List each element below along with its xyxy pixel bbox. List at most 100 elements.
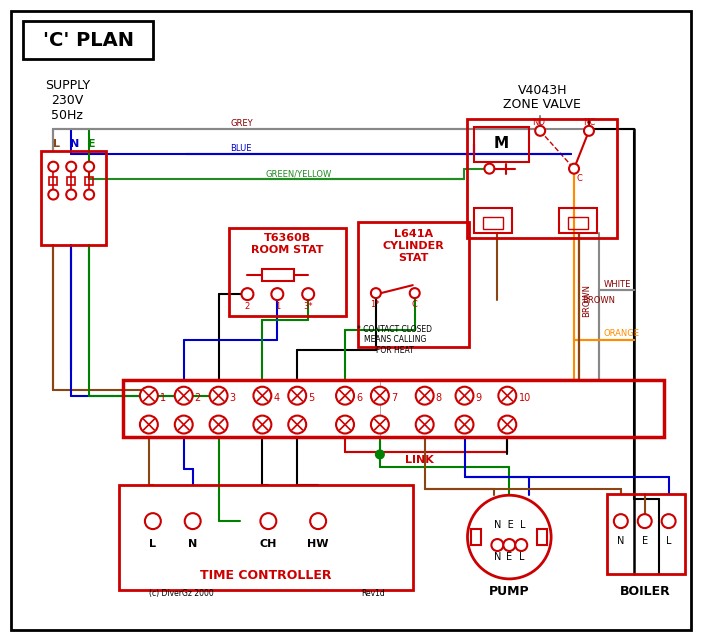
- Bar: [119, 485, 413, 590]
- Bar: [468, 119, 617, 238]
- Bar: [263, 269, 294, 281]
- Bar: [229, 228, 346, 316]
- Text: 8: 8: [436, 393, 442, 403]
- Circle shape: [662, 514, 675, 528]
- Circle shape: [498, 415, 516, 433]
- Text: 5: 5: [308, 393, 314, 403]
- Text: 4: 4: [273, 393, 279, 403]
- Circle shape: [456, 415, 473, 433]
- Circle shape: [48, 162, 58, 172]
- Bar: [559, 208, 597, 233]
- Text: PUMP: PUMP: [489, 585, 529, 598]
- Circle shape: [210, 387, 227, 404]
- Circle shape: [484, 163, 494, 174]
- Circle shape: [241, 288, 253, 300]
- Text: 10: 10: [519, 393, 531, 403]
- Text: V4043H: V4043H: [517, 85, 567, 97]
- Text: BROWN: BROWN: [582, 283, 591, 317]
- Text: E: E: [642, 536, 648, 546]
- Text: 6: 6: [356, 393, 362, 403]
- Text: M: M: [494, 137, 509, 151]
- Text: E: E: [88, 138, 96, 149]
- Circle shape: [260, 513, 277, 529]
- Text: N: N: [69, 138, 79, 149]
- Text: 3*: 3*: [303, 301, 313, 310]
- Text: C: C: [576, 174, 582, 183]
- Text: ORANGE: ORANGE: [604, 329, 640, 338]
- Text: L: L: [666, 536, 671, 546]
- Bar: [123, 379, 663, 438]
- Bar: [607, 494, 684, 574]
- Text: 9: 9: [475, 393, 482, 403]
- Circle shape: [416, 387, 434, 404]
- Circle shape: [272, 288, 284, 300]
- Circle shape: [535, 126, 545, 136]
- Bar: [568, 217, 588, 229]
- Text: N: N: [494, 552, 501, 562]
- Text: STAT: STAT: [399, 253, 429, 263]
- Circle shape: [336, 387, 354, 404]
- Circle shape: [614, 514, 628, 528]
- Circle shape: [253, 415, 272, 433]
- Circle shape: [371, 415, 389, 433]
- Bar: [49, 177, 58, 185]
- Circle shape: [503, 539, 515, 551]
- Circle shape: [371, 288, 381, 298]
- Text: GREY: GREY: [230, 119, 253, 128]
- Text: Rev1d: Rev1d: [361, 589, 385, 598]
- Text: (c) DiverGz 2000: (c) DiverGz 2000: [149, 589, 213, 598]
- Text: L: L: [150, 539, 157, 549]
- Circle shape: [66, 190, 77, 199]
- Circle shape: [185, 513, 201, 529]
- Text: E: E: [506, 552, 512, 562]
- Text: N: N: [617, 536, 625, 546]
- Bar: [67, 177, 75, 185]
- Text: T6360B: T6360B: [264, 233, 311, 244]
- Bar: [475, 127, 529, 162]
- Circle shape: [140, 415, 158, 433]
- Text: * CONTACT CLOSED
MEANS CALLING
FOR HEAT: * CONTACT CLOSED MEANS CALLING FOR HEAT: [357, 325, 432, 354]
- Circle shape: [84, 190, 94, 199]
- Circle shape: [498, 387, 516, 404]
- Circle shape: [336, 415, 354, 433]
- Text: WHITE: WHITE: [604, 279, 631, 288]
- Circle shape: [371, 387, 389, 404]
- Circle shape: [145, 513, 161, 529]
- Text: L: L: [519, 552, 524, 562]
- Bar: [358, 222, 470, 347]
- Text: 1*: 1*: [370, 299, 380, 308]
- Circle shape: [376, 451, 384, 458]
- Text: 7: 7: [391, 393, 397, 403]
- Bar: [537, 529, 547, 545]
- Circle shape: [303, 288, 314, 300]
- Circle shape: [584, 126, 594, 136]
- Circle shape: [416, 415, 434, 433]
- Text: L: L: [53, 138, 60, 149]
- Text: BLUE: BLUE: [230, 144, 252, 153]
- Text: NC: NC: [583, 119, 595, 128]
- Text: L641A: L641A: [394, 229, 433, 239]
- Circle shape: [569, 163, 579, 174]
- Circle shape: [210, 415, 227, 433]
- Circle shape: [84, 162, 94, 172]
- Text: 3: 3: [230, 393, 236, 403]
- Bar: [475, 208, 512, 233]
- Circle shape: [140, 387, 158, 404]
- Circle shape: [289, 387, 306, 404]
- Circle shape: [175, 415, 192, 433]
- Circle shape: [175, 387, 192, 404]
- Circle shape: [456, 387, 473, 404]
- Text: N  E  L: N E L: [494, 520, 525, 530]
- Circle shape: [48, 190, 58, 199]
- Text: CH: CH: [260, 539, 277, 549]
- Text: TIME CONTROLLER: TIME CONTROLLER: [199, 569, 331, 583]
- Text: N: N: [188, 539, 197, 549]
- Circle shape: [468, 495, 551, 579]
- Text: 1: 1: [274, 301, 280, 310]
- Text: HW: HW: [307, 539, 329, 549]
- Bar: [484, 217, 503, 229]
- Text: LINK: LINK: [405, 455, 434, 465]
- Bar: [472, 529, 482, 545]
- Text: ROOM STAT: ROOM STAT: [251, 246, 324, 255]
- Circle shape: [66, 162, 77, 172]
